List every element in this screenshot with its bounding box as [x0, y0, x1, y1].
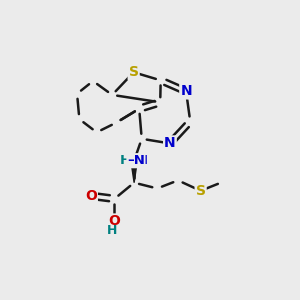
Text: O: O [109, 214, 120, 229]
Polygon shape [131, 161, 137, 183]
Text: H–N: H–N [120, 154, 148, 167]
Text: H: H [106, 224, 117, 237]
Text: H: H [120, 154, 131, 167]
Text: O: O [85, 189, 97, 203]
Text: S: S [129, 65, 139, 79]
Text: S: S [196, 184, 206, 198]
Text: N: N [180, 84, 192, 98]
Text: N: N [164, 136, 176, 150]
Text: –N: –N [127, 154, 145, 167]
